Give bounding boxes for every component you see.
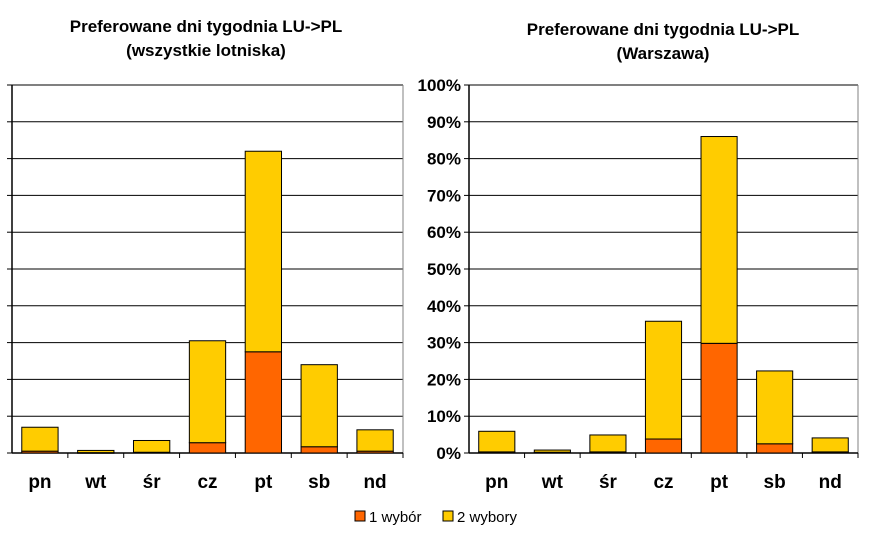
chart-1-bar-2-wybory [244, 150, 283, 353]
chart-1-x-tick-label: sb [308, 472, 330, 493]
chart-2-y-tick-label: 80% [427, 150, 461, 169]
chart-2-bar-2-wybory [478, 430, 516, 453]
chart-1-bar-2-wybory [188, 340, 227, 444]
chart-2-x-tick-label: pt [710, 472, 729, 493]
chart-2-bar-2-wybory [589, 434, 627, 453]
chart-2-x-tick-label: pn [485, 472, 508, 493]
chart-2-bar-2-wybory [811, 437, 849, 453]
chart-2-y-tick-label: 90% [427, 113, 461, 132]
chart-2-x-tick-label: śr [599, 472, 618, 493]
chart-2-y-tick-label: 60% [427, 223, 461, 242]
chart-1-bar-2-wybory [21, 426, 59, 452]
chart-1-bar-1-wybor [244, 351, 283, 454]
chart-2-title: Preferowane dni tygodnia LU->PL [527, 20, 800, 39]
chart-1-bar-2-wybory [132, 439, 171, 453]
chart-1-bar-1-wybor [300, 446, 338, 454]
chart-2-bar-1-wybor [644, 438, 683, 454]
chart-2-y-tick-label: 0% [436, 444, 461, 463]
chart-2-plot: 0% 10% 20% 30% 40% 50% 60% 70% 80% 90% 100% pn wt śr c… [418, 76, 859, 493]
chart-1-plot: pn wt śr cz pt sb nd [7, 84, 404, 493]
chart-2-y-tick-label: 40% [427, 297, 461, 316]
chart-2-bar-1-wybor [700, 342, 738, 454]
chart-2-x-tick-label: cz [653, 472, 673, 493]
chart-2-x-tick-label: sb [764, 472, 786, 493]
chart-2-y-tick-label: 30% [427, 334, 461, 353]
legend: 1 wybór 2 wybory [354, 509, 518, 526]
chart-2-y-tick-label: 50% [427, 260, 461, 279]
chart-1-x-tick-label: śr [143, 472, 162, 493]
chart-1-x-tick-label: pt [254, 472, 273, 493]
chart-2-bar-2-wybory [700, 136, 738, 344]
legend-label-1-wybor: 1 wybór [369, 509, 422, 526]
chart-1-bar-2-wybory [300, 364, 338, 448]
chart-2-y-tick-label: 100% [418, 76, 461, 95]
chart-2-subtitle: (Warszawa) [617, 44, 710, 63]
chart-1-x-tick-label: pn [28, 472, 51, 493]
chart-1-x-tick-label: nd [363, 472, 386, 493]
chart-1-subtitle: (wszystkie lotniska) [126, 41, 286, 60]
chart-1-x-tick-label: wt [84, 472, 107, 493]
chart-1-title: Preferowane dni tygodnia LU->PL [70, 17, 343, 36]
chart-2-bar-2-wybory [533, 449, 571, 453]
chart-2-y-tick-label: 10% [427, 407, 461, 426]
chart-2-bar-1-wybor [756, 443, 794, 454]
chart-2-bar-2-wybory [756, 370, 794, 445]
chart-1-bar-2-wybory [356, 429, 394, 452]
chart-2-x-tick-label: nd [819, 472, 842, 493]
legend-swatch-2-wybory [442, 510, 454, 522]
chart-2-y-tick-label: 20% [427, 370, 461, 389]
legend-label-2-wybory: 2 wybory [457, 509, 518, 526]
chart-1-bar-2-wybory [77, 449, 115, 454]
chart-1-x-tick-label: cz [197, 472, 217, 493]
chart-2-bar-2-wybory [644, 320, 683, 440]
legend-swatch-1-wybor [354, 510, 366, 522]
chart-1-bar-1-wybor [188, 442, 227, 454]
chart-2-x-tick-label: wt [541, 472, 564, 493]
chart-2-y-tick-label: 70% [427, 186, 461, 205]
